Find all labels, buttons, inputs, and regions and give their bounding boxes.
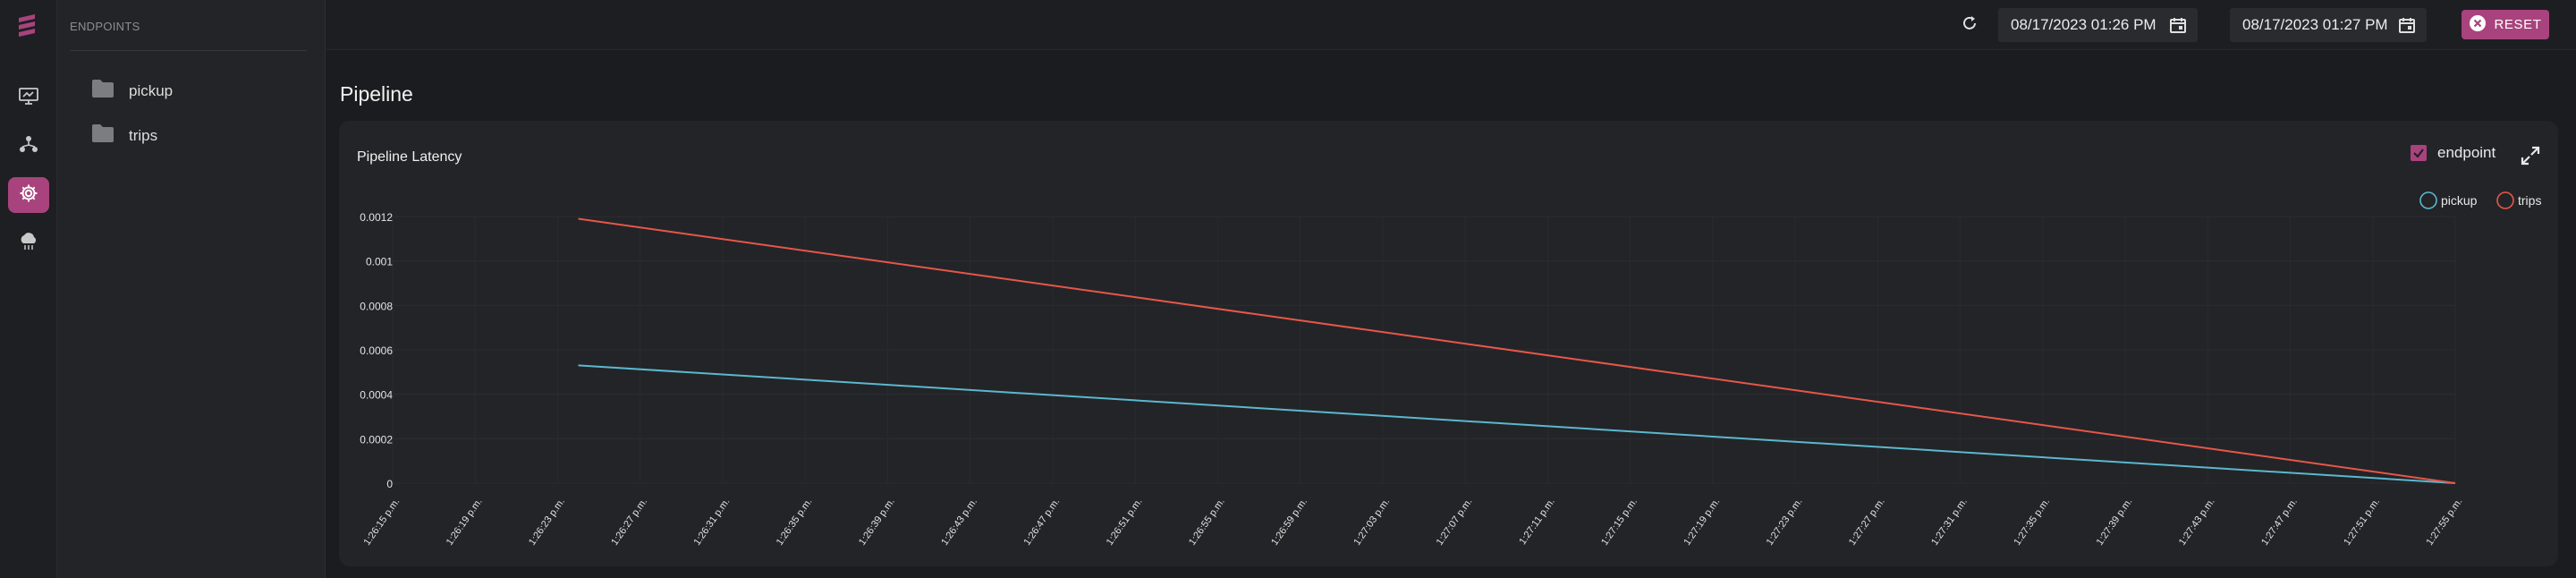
x-tick-label: 1:27:27 p.m. bbox=[1847, 497, 1887, 548]
x-tick-label: 1:27:11 p.m. bbox=[1517, 497, 1556, 547]
legend-marker-trips bbox=[2496, 191, 2514, 209]
endpoint-label: endpoint bbox=[2437, 144, 2496, 161]
x-tick-label: 1:26:27 p.m. bbox=[609, 497, 649, 548]
end-date-field[interactable]: 08/17/2023 01:27 PM bbox=[2230, 8, 2427, 42]
calendar-icon[interactable] bbox=[2169, 16, 2187, 38]
expand-icon bbox=[2521, 146, 2540, 169]
nav-cloud[interactable] bbox=[8, 225, 49, 261]
y-tick-label: 0.0004 bbox=[360, 389, 393, 402]
y-tick-label: 0.0008 bbox=[360, 300, 393, 312]
nav-network[interactable] bbox=[8, 128, 49, 164]
series-line-trips bbox=[578, 217, 2456, 484]
refresh-button[interactable] bbox=[1957, 13, 1982, 38]
endpoint-toggle[interactable]: endpoint bbox=[2411, 144, 2496, 162]
x-tick-label: 1:27:23 p.m. bbox=[1765, 497, 1805, 548]
reset-button[interactable]: RESET bbox=[2462, 10, 2549, 39]
expand-button[interactable] bbox=[2521, 146, 2540, 170]
x-tick-label: 1:27:43 p.m. bbox=[2177, 497, 2217, 548]
nav-settings[interactable] bbox=[8, 177, 49, 213]
close-circle-icon bbox=[2469, 14, 2487, 36]
cloud-icon bbox=[18, 232, 39, 255]
x-tick-label: 1:26:19 p.m. bbox=[445, 497, 485, 548]
x-tick-label: 1:27:51 p.m. bbox=[2342, 497, 2382, 548]
main-content: Pipeline Pipeline Latency endpoint 0 0.00… bbox=[326, 50, 2576, 578]
folder-icon bbox=[91, 79, 114, 103]
x-tick-label: 1:26:15 p.m. bbox=[362, 497, 402, 548]
x-tick-label: 1:27:07 p.m. bbox=[1435, 497, 1475, 548]
sidebar-item-trips[interactable]: trips bbox=[91, 123, 157, 148]
top-toolbar: 08/17/2023 01:26 PM 08/17/2023 01:27 PM … bbox=[326, 0, 2576, 50]
start-date-field[interactable]: 08/17/2023 01:26 PM bbox=[1998, 8, 2198, 42]
y-tick-label: 0.0006 bbox=[360, 344, 393, 357]
x-tick-label: 1:26:43 p.m. bbox=[939, 497, 979, 548]
end-date-value: 08/17/2023 01:27 PM bbox=[2242, 16, 2388, 33]
sidebar-divider bbox=[70, 50, 307, 51]
monitor-icon bbox=[19, 87, 38, 110]
x-tick-label: 1:26:55 p.m. bbox=[1187, 497, 1227, 548]
start-date-value: 08/17/2023 01:26 PM bbox=[2011, 16, 2157, 33]
gear-icon bbox=[19, 183, 38, 208]
nav-monitor[interactable] bbox=[8, 81, 49, 116]
y-tick-label: 0.0002 bbox=[360, 433, 393, 446]
endpoint-checkbox[interactable] bbox=[2411, 145, 2427, 161]
sidebar-section-label: ENDPOINTS bbox=[70, 20, 140, 33]
app-rail bbox=[0, 0, 57, 578]
latency-chart: 0 0.0002 0.0004 0.0006 0.0008 0.001 0.0012 1:26… bbox=[360, 191, 2541, 548]
sidebar-item-label: trips bbox=[129, 126, 158, 144]
sidebar-item-label: pickup bbox=[129, 81, 174, 99]
reset-label: RESET bbox=[2494, 17, 2542, 32]
calendar-icon[interactable] bbox=[2398, 16, 2416, 38]
refresh-icon bbox=[1961, 14, 1979, 37]
pipeline-latency-card: Pipeline Latency endpoint 0 0.0002 0.0004 0… bbox=[339, 121, 2558, 566]
x-tick-label: 1:27:19 p.m. bbox=[1682, 497, 1722, 548]
y-tick-label: 0.0012 bbox=[360, 211, 393, 224]
y-tick-label: 0 bbox=[386, 478, 393, 490]
page-title: Pipeline bbox=[340, 82, 413, 106]
y-tick-label: 0.001 bbox=[366, 256, 393, 268]
x-tick-label: 1:26:47 p.m. bbox=[1021, 497, 1062, 548]
legend-marker-pickup bbox=[2419, 191, 2437, 209]
x-tick-label: 1:26:35 p.m. bbox=[775, 497, 815, 548]
x-tick-label: 1:26:39 p.m. bbox=[857, 497, 897, 548]
series-line-pickup bbox=[578, 364, 2456, 484]
x-tick-label: 1:26:23 p.m. bbox=[527, 497, 567, 548]
x-tick-label: 1:26:59 p.m. bbox=[1269, 497, 1309, 548]
x-tick-label: 1:27:15 p.m. bbox=[1599, 497, 1640, 548]
x-tick-label: 1:26:51 p.m. bbox=[1105, 497, 1145, 548]
endpoints-sidebar: ENDPOINTS pickup trips bbox=[57, 0, 326, 578]
network-icon bbox=[19, 135, 38, 157]
sidebar-item-pickup[interactable]: pickup bbox=[91, 79, 173, 103]
x-tick-label: 1:27:47 p.m. bbox=[2259, 497, 2300, 548]
x-tick-label: 1:26:31 p.m. bbox=[692, 497, 733, 548]
x-tick-label: 1:27:39 p.m. bbox=[2095, 497, 2135, 548]
x-tick-label: 1:27:03 p.m. bbox=[1352, 497, 1392, 548]
app-logo-icon[interactable] bbox=[16, 13, 39, 38]
x-tick-label: 1:27:55 p.m. bbox=[2425, 497, 2465, 548]
card-title: Pipeline Latency bbox=[357, 149, 462, 165]
x-tick-label: 1:27:31 p.m. bbox=[1929, 497, 1970, 548]
legend-label-pickup: pickup bbox=[2441, 193, 2478, 208]
legend-label-trips: trips bbox=[2518, 193, 2541, 208]
folder-icon bbox=[91, 123, 114, 148]
x-tick-label: 1:27:35 p.m. bbox=[2012, 497, 2052, 548]
